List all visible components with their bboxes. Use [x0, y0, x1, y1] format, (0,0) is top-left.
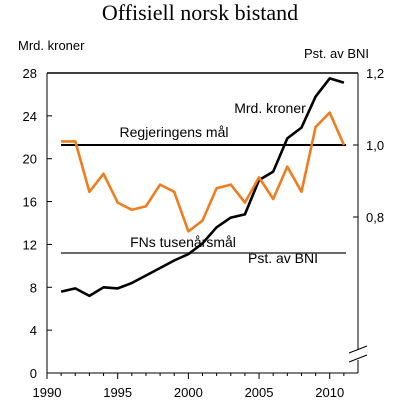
right-axis-label: Pst. av BNI	[304, 46, 369, 61]
left-tick-label: 8	[30, 280, 37, 295]
axis-ticks: 0 4 8 12 16 20 24 28 0,8 1,0 1,2 1990 1995 2000 2005 20…	[23, 66, 385, 400]
right-tick-label: 1,2	[366, 66, 384, 81]
reference-label-fns-tusenarsmal: FNs tusenårsmål	[130, 234, 236, 250]
x-tick-label: 2010	[315, 385, 344, 400]
x-tick-label: 1995	[103, 385, 132, 400]
chart-title: Offisiell norsk bistand	[102, 0, 298, 25]
series-line	[60, 77, 345, 298]
right-tick-label: 1,0	[366, 138, 384, 153]
reference-lines	[61, 144, 346, 254]
x-tick-label: 1990	[33, 385, 62, 400]
axis-break-mark	[348, 354, 368, 363]
left-tick-label: 24	[23, 109, 37, 124]
series-label-pst-av-bni: Pst. av BNI	[248, 250, 318, 266]
left-tick-label: 0	[30, 366, 37, 381]
x-tick-label: 2000	[174, 385, 203, 400]
left-tick-label: 16	[23, 195, 37, 210]
left-tick-label: 28	[23, 66, 37, 81]
x-tick-label: 2005	[245, 385, 274, 400]
plot-frame	[46, 72, 368, 374]
series-lines	[60, 77, 346, 298]
left-tick-label: 20	[23, 152, 37, 167]
annotations: Regjeringens mål FNs tusenårsmål Mrd. kron…	[120, 100, 318, 266]
right-tick-label: 0,8	[366, 210, 384, 225]
reference-label-regjeringens-mal: Regjeringens mål	[120, 124, 229, 140]
left-tick-label: 4	[30, 323, 37, 338]
left-tick-label: 12	[23, 237, 37, 252]
left-axis-label: Mrd. kroner	[18, 38, 85, 53]
series-line	[61, 111, 346, 233]
axis-break-mark	[348, 345, 368, 354]
series-label-mrd-kroner: Mrd. kroner	[234, 100, 306, 116]
